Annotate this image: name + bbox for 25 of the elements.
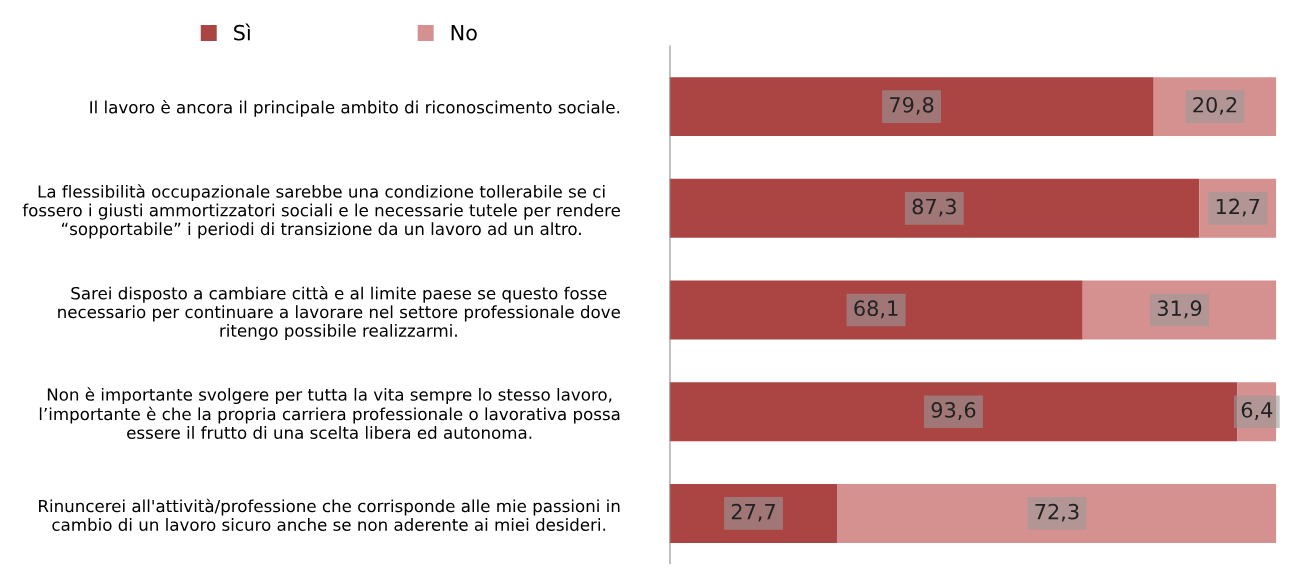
y-tick-label: Il lavoro è ancora il principale ambito di riconoscimento sociale. xyxy=(90,99,620,117)
bar xyxy=(1153,77,1277,137)
data-label: 31,9 xyxy=(1157,300,1202,319)
bar xyxy=(1199,178,1277,238)
data-label: 6,4 xyxy=(1241,402,1273,420)
bar xyxy=(669,77,1154,137)
bar xyxy=(669,178,1200,238)
bar xyxy=(837,483,1277,543)
data-label: 87,3 xyxy=(912,198,956,217)
y-tick-label: La flessibilità occupazionale sarebbe una condizione tollerabile se ci fossero i giusti ammortizzatori sociali e le necessarie tutele per rendere “sopportabile” i periodi di transizione da un lavoro ad un altro. xyxy=(22,184,620,239)
data-label: 27,7 xyxy=(731,503,775,522)
legend-label: Sì xyxy=(234,23,251,41)
data-label: 12,7 xyxy=(1216,198,1260,217)
data-label: 20,2 xyxy=(1193,96,1237,115)
data-label: 68,1 xyxy=(854,300,898,319)
bar xyxy=(1082,280,1277,340)
bar xyxy=(669,280,1083,340)
bar xyxy=(669,483,838,543)
y-tick-label: Sarei disposto a cambiare città e al limite paese se questo fosse necessario per continuare a lavorare nel settore professionale dove ritengo possibile realizzarmi. xyxy=(58,285,620,341)
data-label: 79,8 xyxy=(890,96,934,115)
y-tick-label: Rinuncerei all'attività/professione che corrisponde alle mie passioni in cambio di un lavoro sicuro anche se non aderente ai miei desideri. xyxy=(39,498,620,531)
y-tick-label: Non è importante svolgere per tutta la vita sempre lo stesso lavoro, l’importante è che la propria carriera professionale o lavorativa possa essere il frutto di una scelta libera ed autonoma. xyxy=(39,387,620,439)
data-label: 93,6 xyxy=(931,402,976,420)
legend-label: No xyxy=(451,25,477,41)
data-label: 72,3 xyxy=(1035,503,1079,522)
